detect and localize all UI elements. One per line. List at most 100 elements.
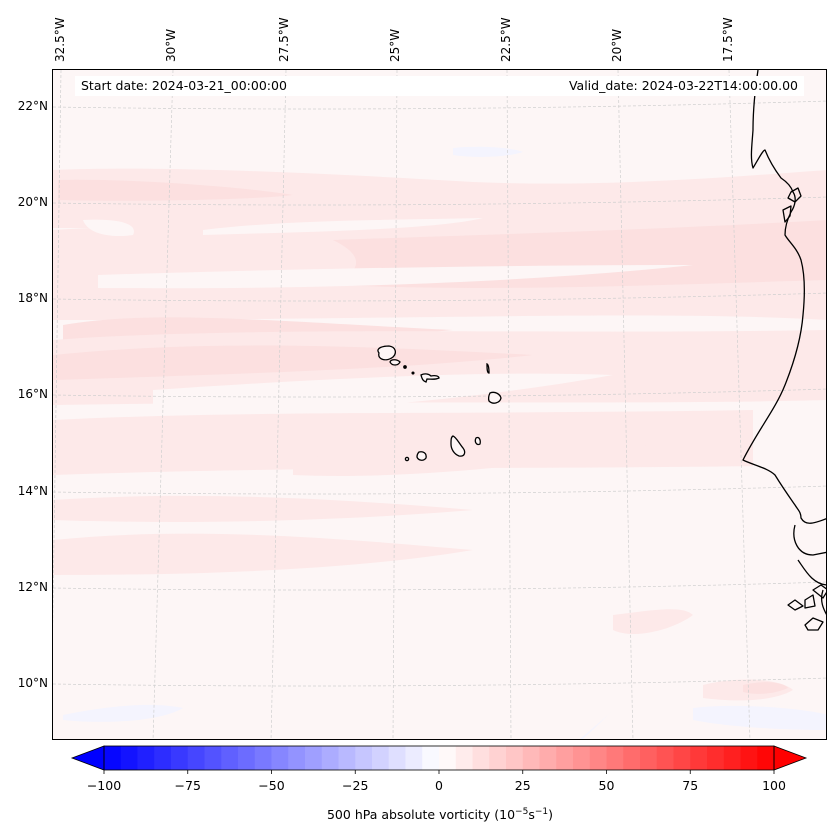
island-maio xyxy=(474,436,481,446)
colorbar-extend-high xyxy=(773,745,808,771)
colorbar-tick-label: −50 xyxy=(258,778,284,793)
lon-label: 30°W xyxy=(164,28,178,62)
lon-label: 17.5°W xyxy=(721,17,735,62)
colorbar-tick-label: 100 xyxy=(762,778,786,793)
lat-label: 12°N xyxy=(17,580,48,594)
contour-band xyxy=(613,609,693,635)
colorbar-segment xyxy=(204,746,222,770)
graticule xyxy=(53,70,826,739)
colorbar-label: 500 hPa absolute vorticity (10−5s−1) xyxy=(0,807,837,822)
island-santa-luzia xyxy=(403,365,407,369)
parallel-line xyxy=(53,581,826,591)
colorbar-segment xyxy=(104,746,122,770)
island-santiago xyxy=(450,435,466,457)
contour-band xyxy=(453,146,523,157)
colorbar-label-exp2: −1 xyxy=(534,807,549,817)
colorbar-tick-label: −100 xyxy=(87,778,121,793)
parallel-line xyxy=(53,100,826,110)
valid-date-label: Valid_date: 2024-03-22T14:00:00.00 xyxy=(562,76,804,94)
colorbar-tick-label: 50 xyxy=(599,778,615,793)
colorbar-segment xyxy=(556,746,574,770)
lat-label: 20°N xyxy=(17,195,48,209)
colorbar-segment xyxy=(623,746,641,770)
colorbar-ticks: −100 −75 −50 −25 0 25 50 75 100 xyxy=(87,770,786,793)
colorbar-segment xyxy=(673,746,691,770)
colorbar-segment xyxy=(539,746,557,770)
meridian-line xyxy=(53,70,62,631)
colorbar-segment xyxy=(589,746,608,770)
colorbar-segment xyxy=(439,746,457,770)
meridian-line xyxy=(152,70,174,739)
lat-label: 10°N xyxy=(17,676,48,690)
colorbar-segment xyxy=(221,746,239,770)
vorticity-contours xyxy=(53,146,826,739)
colorbar-segment xyxy=(372,746,390,770)
contour-band xyxy=(83,219,134,237)
colorbar-segment xyxy=(489,746,507,770)
lat-label: 18°N xyxy=(17,291,48,305)
lat-label: 22°N xyxy=(17,99,48,113)
coast-inlet xyxy=(782,205,792,223)
colorbar-segment xyxy=(472,746,490,770)
colorbar-segment xyxy=(388,746,407,770)
lat-label: 16°N xyxy=(17,387,48,401)
colorbar-segment xyxy=(154,746,172,770)
island-fogo xyxy=(416,451,427,461)
colorbar-segment xyxy=(506,746,524,770)
parallel-line xyxy=(53,388,826,398)
meridian-line xyxy=(506,70,512,739)
coastline xyxy=(742,70,826,631)
contour-band xyxy=(53,495,473,522)
lat-label: 14°N xyxy=(17,484,48,498)
africa-coastline xyxy=(742,70,826,615)
meridian-line xyxy=(270,70,287,739)
colorbar-segment xyxy=(723,746,742,770)
parallel-line xyxy=(53,677,826,687)
colorbar-tick-label: −25 xyxy=(342,778,368,793)
meridian-line xyxy=(392,70,398,739)
island-santo-antao xyxy=(377,345,396,361)
island-boa-vista xyxy=(487,391,502,404)
colorbar-segment xyxy=(187,746,206,770)
contour-band xyxy=(63,704,183,722)
colorbar-label-prefix: 500 hPa absolute vorticity (10 xyxy=(326,807,516,823)
contour-band xyxy=(53,465,826,739)
colorbar-segment xyxy=(422,746,440,770)
parallel-line xyxy=(53,292,826,302)
contour-band xyxy=(693,705,826,730)
colorbar-segment xyxy=(254,746,273,770)
colorbar-segment xyxy=(707,746,725,770)
colorbar-segment xyxy=(656,746,675,770)
contour-band xyxy=(53,410,753,480)
contour-band xyxy=(153,373,613,415)
island-sao-nicolau xyxy=(420,373,440,383)
colorbar-segment xyxy=(606,746,624,770)
lon-label: 25°W xyxy=(388,28,402,62)
colorbar-segment xyxy=(690,746,708,770)
colorbar-segment xyxy=(455,746,474,770)
start-date-label: Start date: 2024-03-21_00:00:00 xyxy=(75,76,293,94)
colorbar-label-exp1: −5 xyxy=(515,807,529,817)
colorbar-segment xyxy=(321,746,340,770)
lon-label: 20°W xyxy=(610,28,624,62)
meridian-line xyxy=(728,70,751,739)
colorbar-label-mid: s xyxy=(528,807,535,823)
colorbar-tick-label: 25 xyxy=(515,778,531,793)
colorbar-segment xyxy=(120,746,139,770)
map-panel[interactable]: Start date: 2024-03-21_00:00:00 Valid_da… xyxy=(52,69,827,740)
coast-islands xyxy=(812,584,826,599)
meridian-line xyxy=(617,70,634,739)
coast-islands xyxy=(787,594,824,631)
colorbar-tick-label: 0 xyxy=(435,778,443,793)
vorticity-field xyxy=(53,70,826,739)
colorbar-segments xyxy=(104,746,775,770)
colorbar-segment xyxy=(573,746,591,770)
colorbar-segment xyxy=(137,746,155,770)
island-brava xyxy=(404,456,410,462)
island-sao-vicente xyxy=(389,359,401,366)
contour-band xyxy=(203,218,483,235)
colorbar-segment xyxy=(238,746,256,770)
colorbar-segment xyxy=(640,746,658,770)
colorbar-segment xyxy=(338,746,356,770)
contour-band xyxy=(58,179,293,201)
